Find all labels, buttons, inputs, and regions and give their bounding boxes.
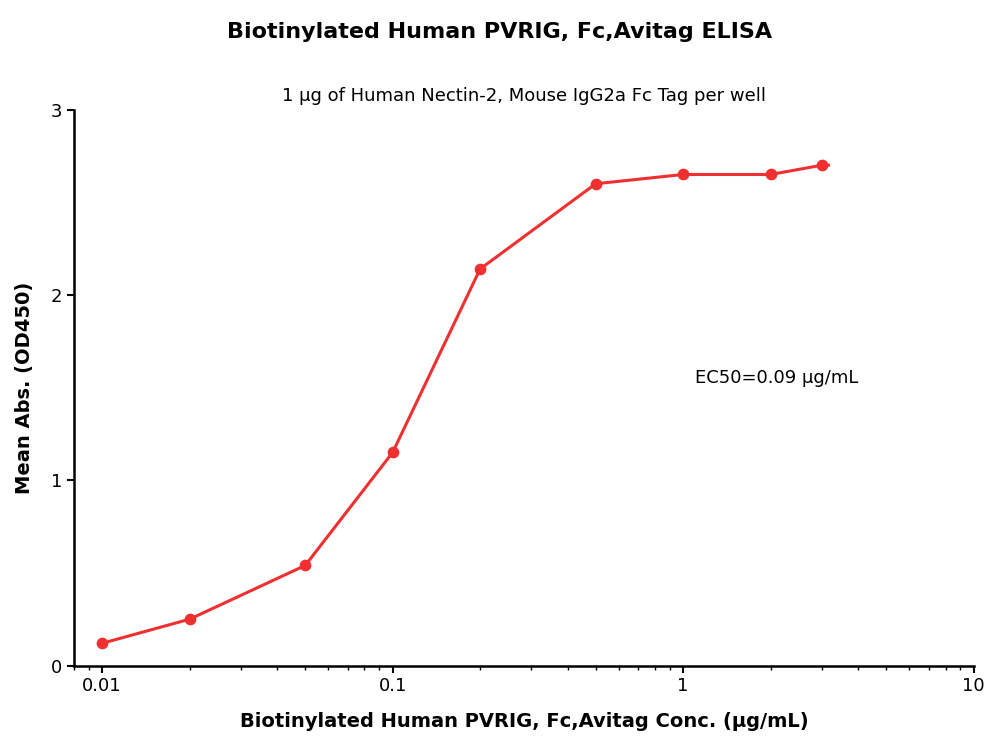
Point (297, 560, 313, 571)
Y-axis label: Mean Abs. (OD450): Mean Abs. (OD450) (15, 281, 34, 494)
Point (182, 613, 198, 625)
Text: Biotinylated Human PVRIG, Fc,Avitag ELISA: Biotinylated Human PVRIG, Fc,Avitag ELIS… (227, 22, 773, 43)
Point (814, 159, 830, 171)
Point (763, 169, 779, 181)
Point (94, 637, 110, 649)
Point (675, 169, 691, 181)
Text: EC50=0.09 μg/mL: EC50=0.09 μg/mL (695, 369, 859, 387)
X-axis label: Biotinylated Human PVRIG, Fc,Avitag Conc. (μg/mL): Biotinylated Human PVRIG, Fc,Avitag Conc… (240, 712, 808, 731)
Title: 1 μg of Human Nectin-2, Mouse IgG2a Fc Tag per well: 1 μg of Human Nectin-2, Mouse IgG2a Fc T… (282, 87, 766, 105)
Point (472, 263, 488, 275)
Point (385, 446, 401, 458)
Point (588, 178, 604, 189)
